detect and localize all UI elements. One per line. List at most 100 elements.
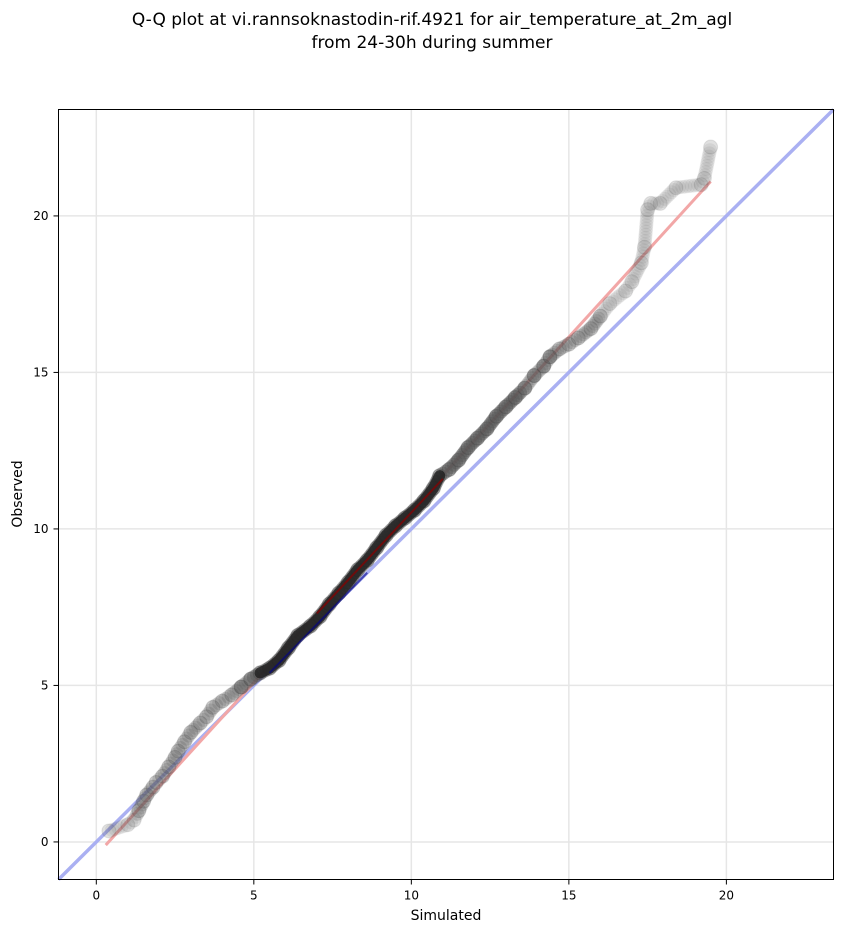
qq-point [613,288,628,303]
qq-point [139,787,155,803]
qq-point [120,817,136,833]
qq-point [642,199,657,214]
qq-point [145,779,161,795]
qq-point [526,368,542,384]
qq-point [640,205,655,220]
qq-point [221,689,236,704]
qq-point [638,233,653,248]
qq-point [167,749,183,765]
qq-point [453,450,468,465]
qq-point [618,283,634,299]
qq-point [550,343,565,358]
qq-point [698,165,713,180]
qq-point [578,325,593,340]
qq-point [700,155,715,170]
qq-point [573,329,588,344]
qq-point [639,218,654,233]
x-tick-label: 10 [404,889,419,903]
qq-point [589,314,604,329]
qq-point [643,195,659,211]
qq-point [650,196,665,211]
qq-point [199,709,215,725]
qq-point [170,743,186,759]
qq-point [627,269,642,284]
dense-core-band [254,470,446,679]
qq-point [630,263,645,278]
qq-point [136,793,152,809]
qq-point [628,266,643,281]
qq-point [470,430,486,446]
qq-point [636,246,651,261]
blue-trace [268,572,368,674]
qq-point [632,258,647,273]
qq-point [634,252,649,267]
qq-point [134,797,149,812]
y-tick-label: 15 [33,365,48,379]
qq-point [666,182,681,197]
qq-point [703,139,719,155]
qq-point [635,249,650,264]
qq-point [133,800,148,815]
qq-point [697,168,712,183]
y-axis-ticks: 0 5 10 15 20 [33,209,59,849]
qq-point [655,194,670,209]
qq-point [701,152,716,167]
chart-title-line2: from 24-30h during summer [312,33,553,53]
y-tick-label: 5 [41,678,49,692]
qq-point [177,734,193,750]
qq-point [696,170,712,186]
qq-point [479,421,495,437]
qq-point [224,687,240,703]
qq-point [117,818,132,833]
qq-point [507,389,523,405]
qq-point [545,347,560,362]
plot-frame [58,109,834,880]
qq-point [637,237,652,252]
grid-lines [58,109,834,880]
qq-point [138,791,153,806]
qq-point [114,819,129,834]
qq-point [519,378,534,393]
qq-point [636,239,652,255]
qq-point [460,440,476,456]
qq-point [179,731,194,746]
qq-point [599,301,614,316]
qq-point [633,255,649,271]
qq-point [203,703,218,718]
qq-point [183,724,199,740]
qq-point [585,319,600,334]
y-tick-label: 0 [41,835,49,849]
qq-point [664,185,679,200]
qq-point [105,822,120,837]
x-axis-ticks: 0 5 10 15 20 [92,879,734,903]
qq-point [130,806,145,821]
y-tick-label: 10 [33,522,48,536]
qq-point [657,191,672,206]
y-axis-label: Observed [10,460,26,527]
qq-point [591,311,606,326]
qq-point [209,698,224,713]
x-tick-label: 20 [719,889,734,903]
qq-point [687,178,702,193]
qq-point [659,189,674,204]
qq-point [169,747,184,762]
qq-point [605,294,620,309]
data-points [101,139,719,839]
qq-point [561,336,577,352]
qq-point [141,785,156,800]
qq-point [681,179,696,194]
qq-point [192,715,208,731]
qq-point [131,803,147,819]
dense-traces [254,470,446,679]
qq-point [568,333,583,348]
qq-point [161,759,177,775]
qq-point [622,277,637,292]
qq-point [542,349,558,365]
qq-point [684,178,699,193]
qq-point [101,823,117,839]
qq-point [695,174,710,189]
qq-point [646,196,661,211]
qq-point [186,723,201,738]
qq-point [214,693,230,709]
